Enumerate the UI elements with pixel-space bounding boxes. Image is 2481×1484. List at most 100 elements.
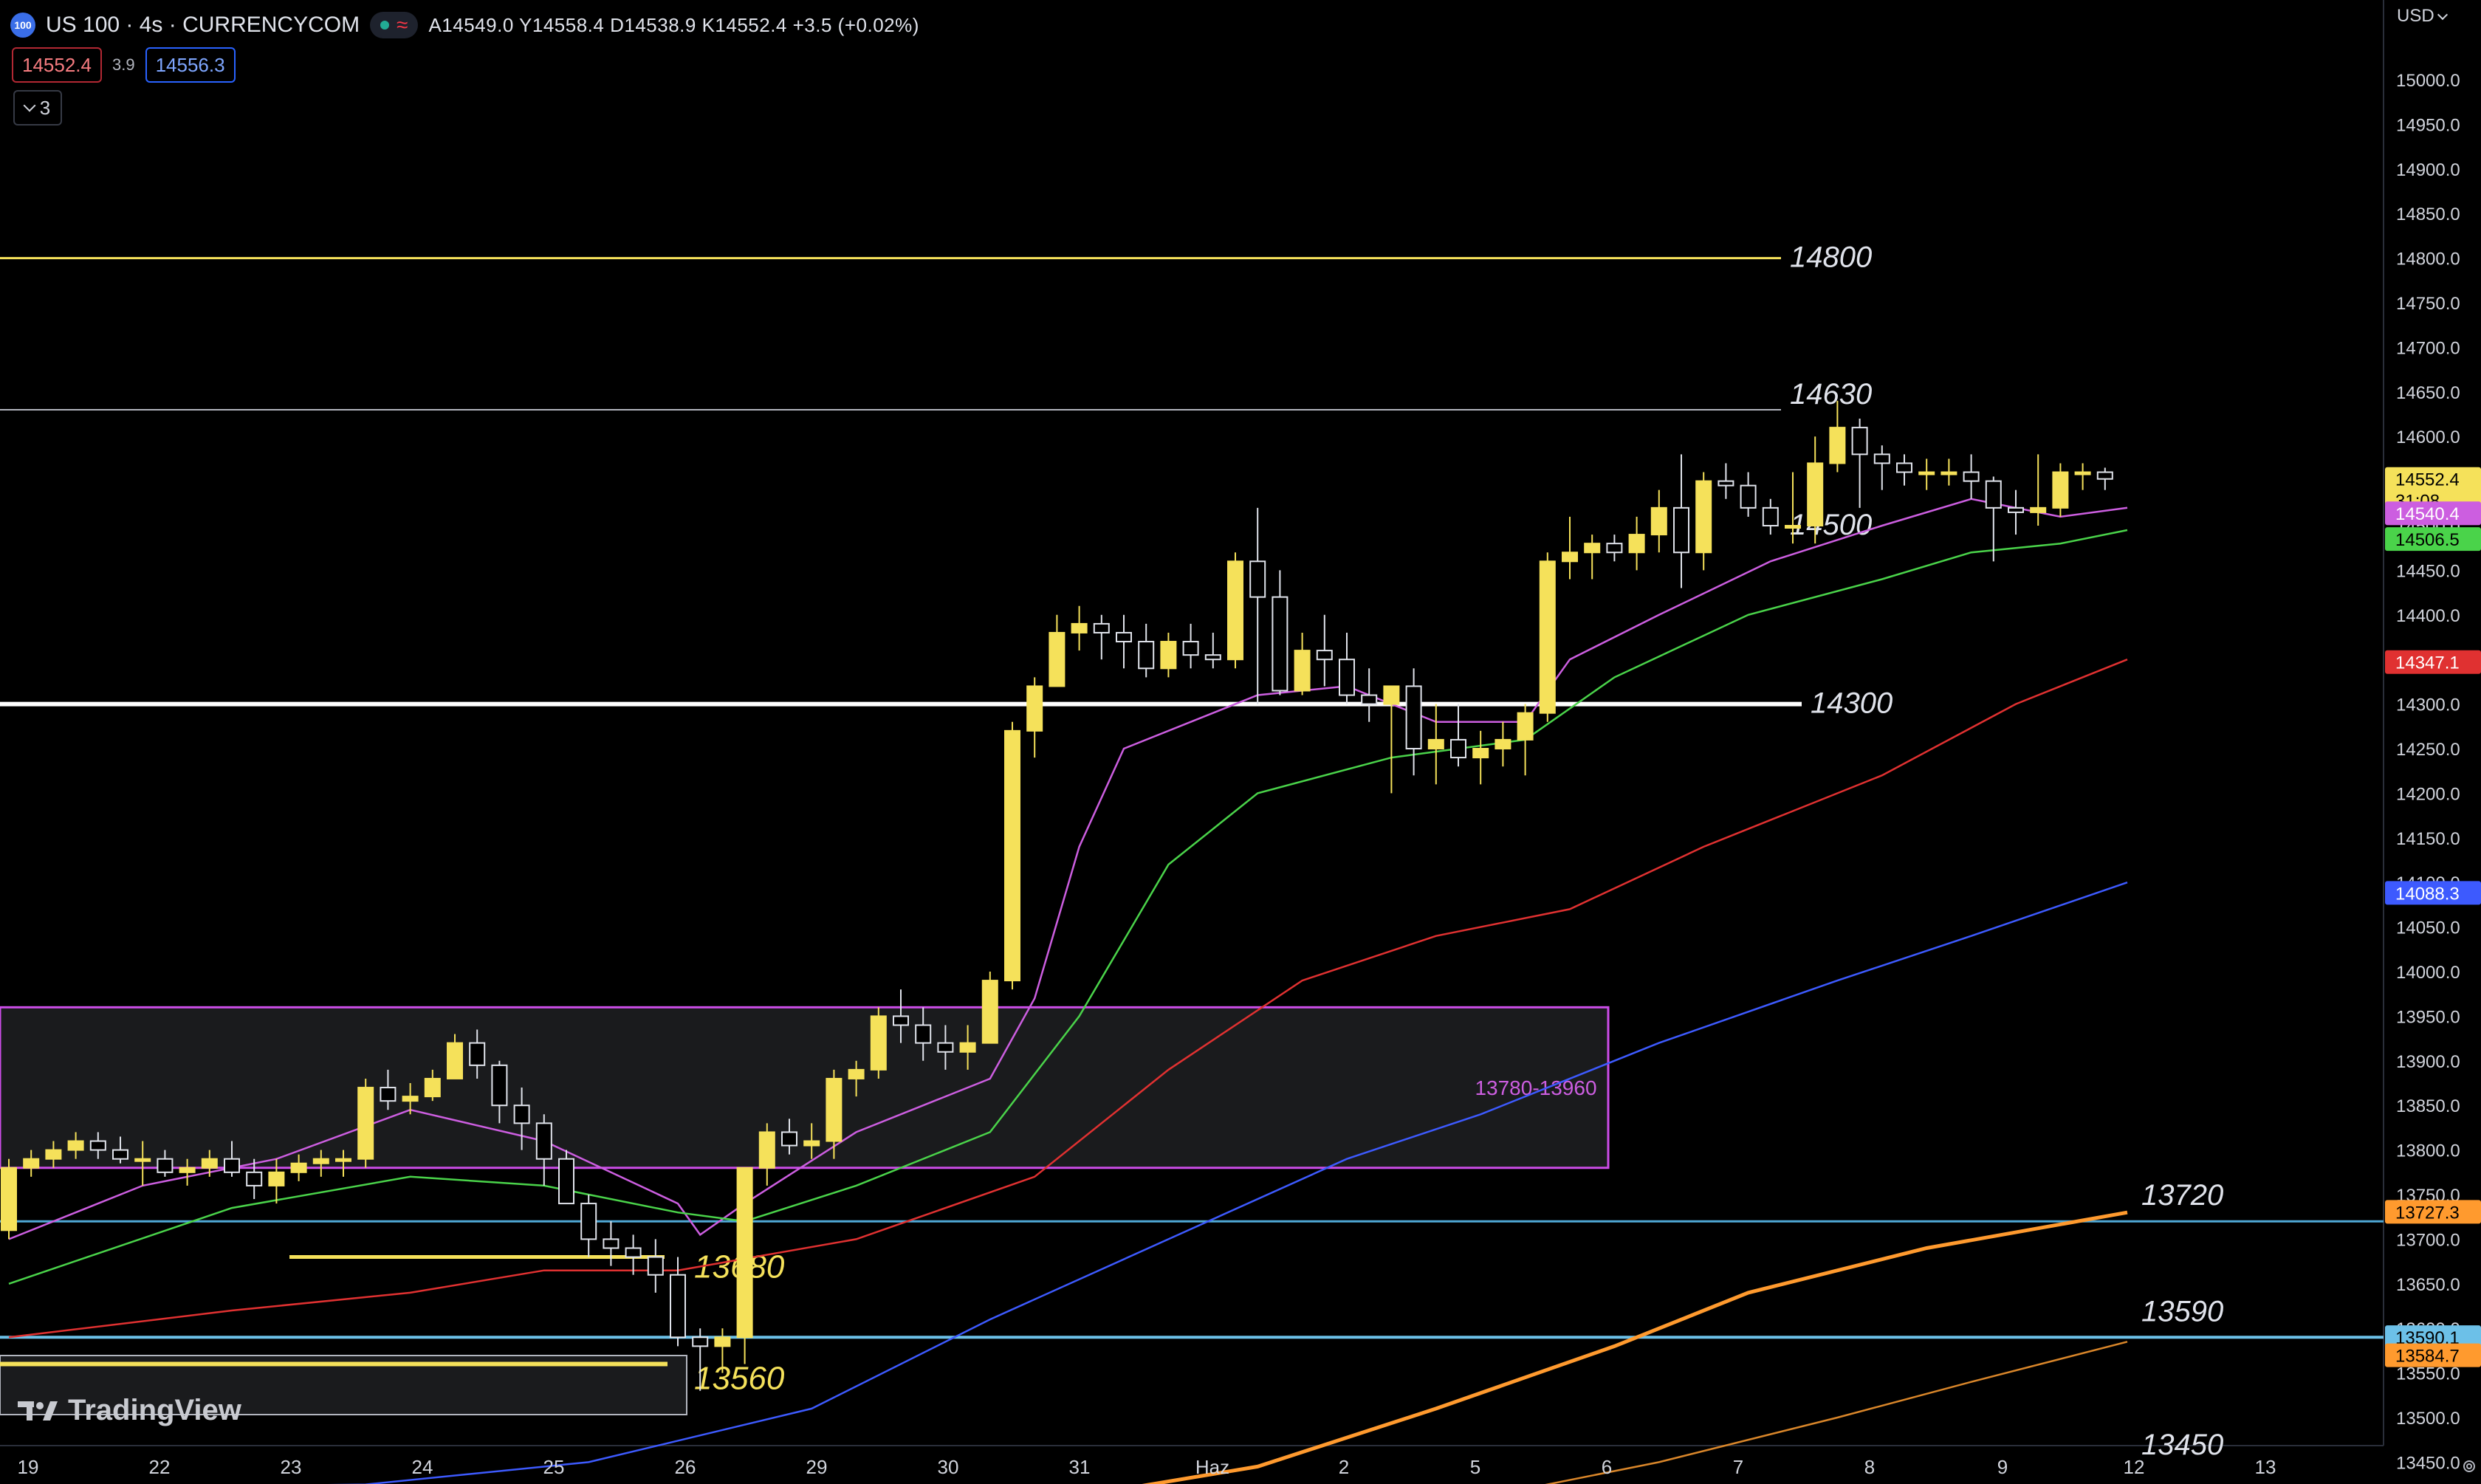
candle[interactable] bbox=[1762, 498, 1779, 535]
candle[interactable] bbox=[1873, 445, 1890, 490]
candle[interactable] bbox=[1985, 476, 2002, 562]
candle[interactable] bbox=[1650, 489, 1667, 553]
candle[interactable] bbox=[1182, 623, 1199, 669]
candle[interactable] bbox=[1227, 552, 1243, 669]
candle[interactable] bbox=[23, 1150, 40, 1177]
candle[interactable] bbox=[781, 1119, 797, 1155]
candle[interactable] bbox=[870, 1007, 887, 1079]
candle[interactable] bbox=[1138, 623, 1155, 678]
candle[interactable] bbox=[959, 1025, 976, 1070]
candle[interactable] bbox=[714, 1328, 731, 1373]
candle[interactable] bbox=[1606, 535, 1623, 562]
candle[interactable] bbox=[357, 1078, 374, 1168]
candle[interactable] bbox=[625, 1234, 642, 1275]
candle[interactable] bbox=[1472, 730, 1489, 785]
candle[interactable] bbox=[826, 1069, 843, 1159]
candle[interactable] bbox=[424, 1069, 441, 1102]
candle[interactable] bbox=[1383, 685, 1400, 794]
candle[interactable] bbox=[1026, 677, 1043, 758]
settings-gear-icon[interactable] bbox=[2460, 1457, 2478, 1475]
candle[interactable] bbox=[1272, 570, 1288, 695]
candle[interactable] bbox=[670, 1257, 686, 1347]
candle[interactable] bbox=[603, 1221, 620, 1266]
candle[interactable] bbox=[45, 1141, 62, 1168]
candle[interactable] bbox=[402, 1083, 419, 1115]
candle[interactable] bbox=[112, 1136, 128, 1164]
candle[interactable] bbox=[1807, 436, 1824, 544]
candle[interactable] bbox=[1316, 614, 1333, 687]
candle[interactable] bbox=[1740, 472, 1757, 517]
candle[interactable] bbox=[1339, 632, 1355, 704]
candle[interactable] bbox=[736, 1167, 753, 1364]
candle[interactable] bbox=[647, 1239, 664, 1293]
candle[interactable] bbox=[179, 1158, 196, 1186]
candle[interactable] bbox=[1539, 552, 1556, 722]
symbol-title[interactable]: US 100 · 4s · CURRENCYCOM bbox=[46, 13, 360, 37]
candle[interactable] bbox=[1249, 507, 1266, 704]
candle[interactable] bbox=[157, 1150, 174, 1177]
candle[interactable] bbox=[2096, 467, 2113, 490]
candle[interactable] bbox=[1896, 454, 1912, 486]
candle[interactable] bbox=[290, 1154, 307, 1181]
candle[interactable] bbox=[1940, 458, 1957, 486]
candle[interactable] bbox=[558, 1150, 574, 1205]
candle[interactable] bbox=[848, 1060, 865, 1097]
candle[interactable] bbox=[1851, 419, 1868, 508]
candle[interactable] bbox=[312, 1150, 329, 1177]
candle[interactable] bbox=[1160, 632, 1177, 678]
candle[interactable] bbox=[1093, 614, 1110, 660]
candle[interactable] bbox=[535, 1114, 552, 1186]
candle[interactable] bbox=[335, 1150, 351, 1177]
candle[interactable] bbox=[1495, 721, 1511, 767]
candle[interactable] bbox=[1361, 668, 1378, 722]
candle[interactable] bbox=[1628, 516, 1645, 571]
currency-selector[interactable]: USD bbox=[2397, 6, 2448, 27]
candle[interactable] bbox=[67, 1132, 84, 1159]
candle[interactable] bbox=[224, 1141, 240, 1177]
candle[interactable] bbox=[380, 1069, 397, 1110]
sell-button[interactable]: 14552.4 bbox=[12, 47, 102, 83]
candle[interactable] bbox=[2074, 463, 2091, 490]
candle[interactable] bbox=[447, 1034, 463, 1079]
candle[interactable] bbox=[89, 1132, 106, 1159]
candle[interactable] bbox=[692, 1328, 709, 1391]
buy-button[interactable]: 14556.3 bbox=[145, 47, 236, 83]
market-status[interactable]: ≈ bbox=[370, 12, 419, 38]
candle[interactable] bbox=[1049, 614, 1066, 687]
candle[interactable] bbox=[1963, 454, 1980, 499]
candle[interactable] bbox=[134, 1141, 151, 1186]
indicators-toggle-button[interactable]: 3 bbox=[13, 90, 62, 126]
candle[interactable] bbox=[1829, 400, 1846, 473]
candle[interactable] bbox=[1695, 472, 1712, 571]
candle[interactable] bbox=[1517, 704, 1534, 776]
candle[interactable] bbox=[1427, 704, 1444, 785]
candle[interactable] bbox=[513, 1088, 530, 1150]
candle[interactable] bbox=[1116, 614, 1132, 669]
candle[interactable] bbox=[2008, 489, 2024, 535]
candle[interactable] bbox=[1673, 454, 1689, 588]
candle[interactable] bbox=[1004, 721, 1020, 990]
candle[interactable] bbox=[803, 1123, 820, 1159]
candle[interactable] bbox=[2052, 463, 2069, 517]
candle[interactable] bbox=[1294, 632, 1311, 695]
candle[interactable] bbox=[981, 972, 998, 1044]
candle[interactable] bbox=[1918, 458, 1935, 490]
candle[interactable] bbox=[1785, 472, 1801, 544]
candle[interactable] bbox=[491, 1060, 508, 1124]
candle[interactable] bbox=[580, 1195, 597, 1257]
candle[interactable] bbox=[201, 1150, 218, 1177]
candle[interactable] bbox=[893, 989, 909, 1043]
candle[interactable] bbox=[268, 1158, 285, 1204]
candle[interactable] bbox=[915, 1007, 932, 1061]
candle[interactable] bbox=[1204, 632, 1221, 669]
candle[interactable] bbox=[469, 1029, 486, 1079]
candle[interactable] bbox=[937, 1025, 954, 1070]
candle[interactable] bbox=[1562, 516, 1578, 580]
candle[interactable] bbox=[1405, 668, 1422, 776]
candle[interactable] bbox=[758, 1123, 775, 1186]
candle[interactable] bbox=[1450, 704, 1466, 767]
candle[interactable] bbox=[1718, 463, 1734, 499]
candle[interactable] bbox=[1071, 605, 1088, 651]
candle[interactable] bbox=[1584, 535, 1601, 580]
